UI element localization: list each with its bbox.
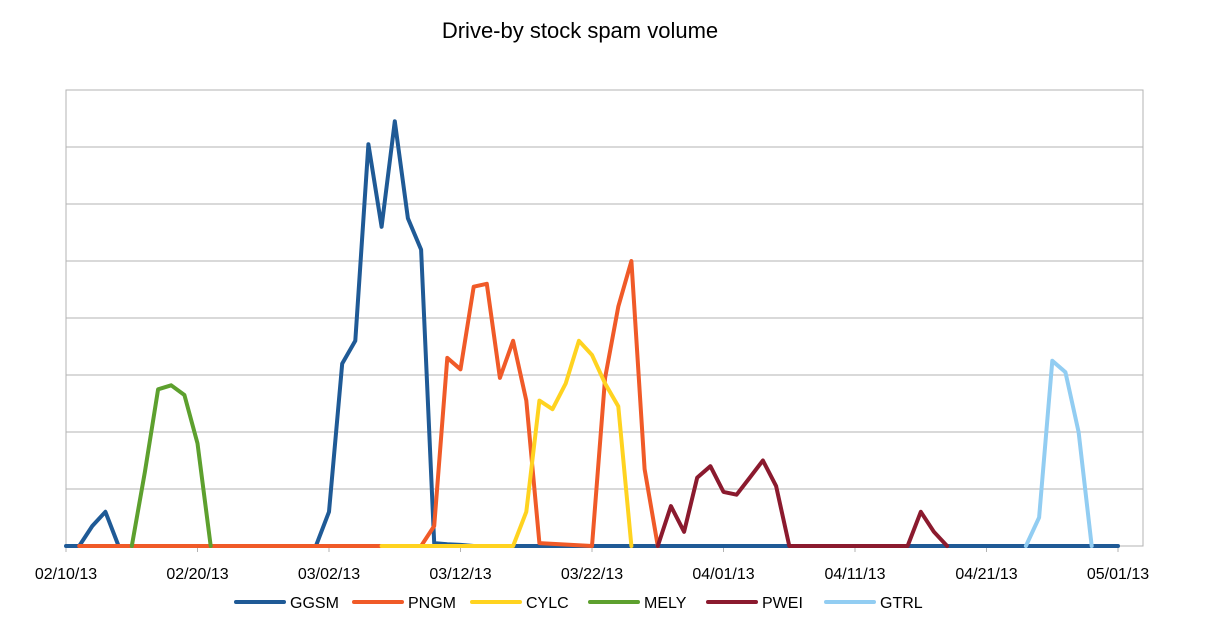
- series-line-ggsm: [64, 119, 1120, 548]
- x-tick-label: 03/22/13: [561, 566, 623, 583]
- x-tick-label: 03/12/13: [429, 566, 491, 583]
- legend-item-cylc: CYLC: [470, 595, 569, 612]
- legend-item-pwei: PWEI: [706, 595, 803, 612]
- legend-item-pngm: PNGM: [352, 595, 456, 612]
- legend: GGSM PNGM CYLC MELY PWEI GTRL: [234, 595, 923, 612]
- series-line-cylc: [379, 338, 634, 548]
- series-lines: [64, 119, 1120, 548]
- legend-label: GTRL: [880, 595, 923, 612]
- legend-label: MELY: [644, 595, 687, 612]
- x-tick-label: 04/11/13: [824, 566, 885, 583]
- legend-label: PNGM: [408, 595, 456, 612]
- x-tick-label: 03/02/13: [298, 566, 360, 583]
- series-line-pwei: [655, 458, 950, 548]
- series-line-pngm: [77, 259, 660, 548]
- x-axis: 02/10/13 02/20/13 03/02/13 03/12/13 03/22/13…: [35, 545, 1149, 583]
- x-tick-label: 04/21/13: [955, 566, 1017, 583]
- legend-item-gtrl: GTRL: [824, 595, 923, 612]
- legend-item-ggsm: GGSM: [234, 595, 339, 612]
- legend-label: CYLC: [526, 595, 569, 612]
- series-line-gtrl: [1023, 358, 1094, 548]
- legend-label: PWEI: [762, 595, 803, 612]
- chart-title: Drive-by stock spam volume: [441, 18, 719, 43]
- x-tick-label: 02/10/13: [35, 566, 97, 583]
- legend-label: GGSM: [290, 595, 339, 612]
- legend-item-mely: MELY: [588, 595, 687, 612]
- x-tick-label: 05/01/13: [1087, 566, 1149, 583]
- x-tick-label: 02/20/13: [166, 566, 228, 583]
- series-line-mely: [129, 383, 213, 548]
- x-tick-label: 04/01/13: [692, 566, 754, 583]
- gridlines: [65, 89, 1144, 547]
